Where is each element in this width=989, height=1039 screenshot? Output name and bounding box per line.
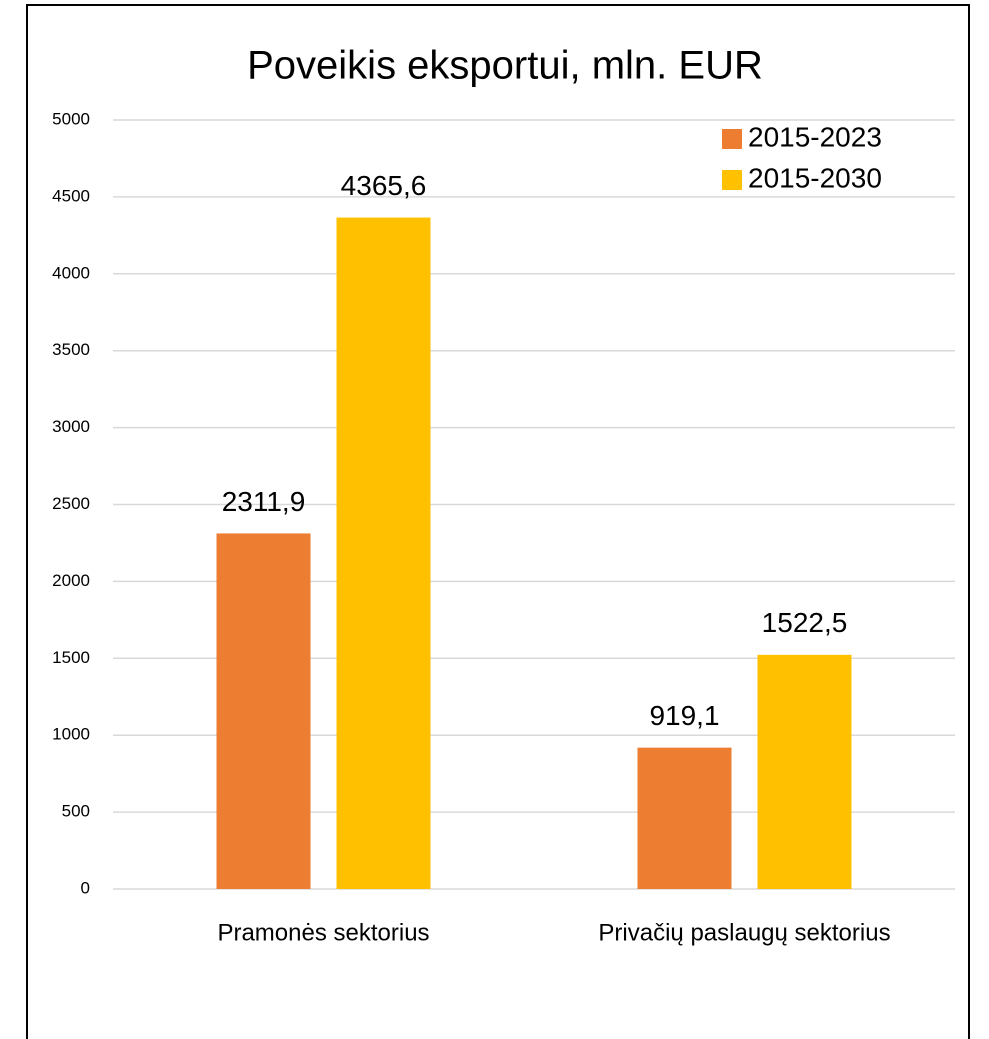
data-label: 4365,6 [341,170,427,201]
legend-swatch [722,129,742,149]
bar [216,533,311,889]
bar [757,654,852,889]
y-tick-label: 4000 [52,263,90,282]
y-tick-label: 1000 [52,725,90,744]
chart-title: Poveikis eksportui, mln. EUR [247,44,763,88]
y-tick-label: 0 [81,878,90,897]
data-label: 1522,5 [762,607,848,638]
y-tick-label: 3000 [52,417,90,436]
legend-swatch [722,170,742,190]
x-tick-label: Pramonės sektorius [217,919,429,946]
bar [336,217,431,889]
y-tick-label: 5000 [52,109,90,128]
legend-label: 2015-2030 [748,162,882,193]
y-tick-label: 500 [62,802,90,821]
y-tick-label: 4500 [52,186,90,205]
data-label: 2311,9 [222,486,306,517]
data-label: 919,1 [649,700,719,731]
y-tick-label: 2500 [52,494,90,513]
chart-border [26,4,970,1039]
y-tick-label: 1500 [52,648,90,667]
x-tick-label: Privačių paslaugų sektorius [598,919,890,946]
y-tick-label: 2000 [52,571,90,590]
legend-label: 2015-2023 [748,121,882,152]
bar [637,747,732,889]
y-tick-label: 3500 [52,340,90,359]
